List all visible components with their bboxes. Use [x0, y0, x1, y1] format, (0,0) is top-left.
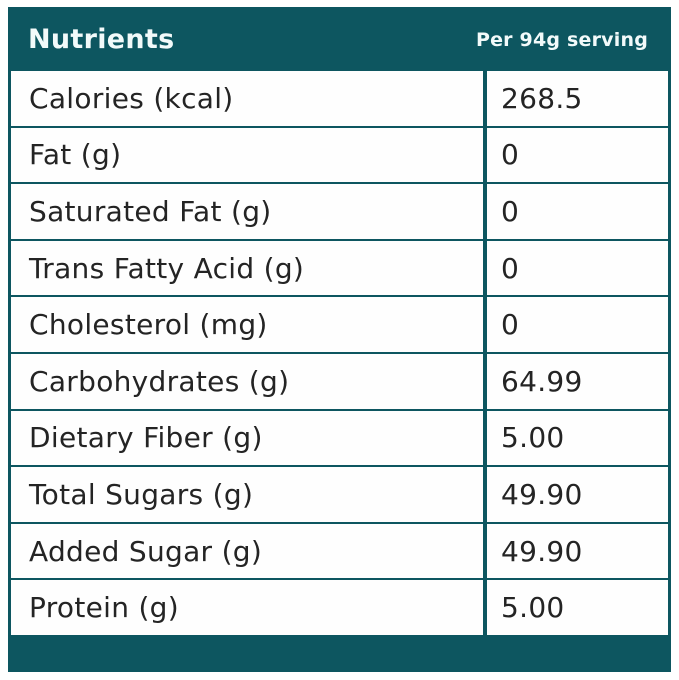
table-row: Added Sugar (g) 49.90: [11, 521, 668, 579]
nutrient-label: Cholesterol (mg): [29, 308, 268, 342]
nutrient-value: 64.99: [483, 353, 668, 409]
table-row: Saturated Fat (g) 0: [11, 182, 668, 239]
nutrition-table: Nutrients Per 94g serving Calories (kcal…: [8, 7, 671, 672]
table-header: Nutrients Per 94g serving: [11, 10, 668, 69]
nutrient-label: Added Sugar (g): [29, 534, 263, 568]
table-row: Trans Fatty Acid (g) 0: [11, 238, 668, 296]
nutrient-label: Calories (kcal): [29, 81, 234, 115]
nutrient-value: 0: [483, 240, 668, 296]
nutrient-label: Saturated Fat (g): [29, 194, 272, 228]
table-row: Carbohydrates (g) 64.99: [11, 351, 668, 409]
nutrient-value: 5.00: [483, 410, 668, 466]
table-row: Cholesterol (mg) 0: [11, 295, 668, 352]
table-title: Nutrients: [28, 24, 175, 55]
nutrient-label: Carbohydrates (g): [29, 364, 290, 398]
nutrient-value: 268.5: [483, 71, 668, 126]
nutrient-value: 49.90: [483, 523, 668, 579]
nutrient-label: Dietary Fiber (g): [29, 421, 263, 455]
nutrient-value: 0: [483, 297, 668, 352]
nutrient-label: Protein (g): [29, 591, 179, 625]
nutrient-label: Trans Fatty Acid (g): [29, 251, 305, 285]
table-row: Total Sugars (g) 49.90: [11, 465, 668, 522]
nutrient-value: 0: [483, 127, 668, 183]
table-body: Calories (kcal) 268.5 Fat (g) 0 Saturate…: [11, 69, 668, 635]
table-footer-bar: [11, 635, 668, 669]
nutrient-value: 49.90: [483, 467, 668, 522]
serving-size-label: Per 94g serving: [475, 28, 648, 51]
nutrient-label: Fat (g): [29, 138, 122, 172]
table-row: Calories (kcal) 268.5: [11, 69, 668, 126]
nutrient-value: 5.00: [483, 580, 668, 635]
nutrient-label: Total Sugars (g): [29, 477, 254, 511]
table-row: Fat (g) 0: [11, 125, 668, 183]
table-row: Protein (g) 5.00: [11, 578, 668, 635]
nutrient-value: 0: [483, 184, 668, 239]
table-row: Dietary Fiber (g) 5.00: [11, 408, 668, 466]
